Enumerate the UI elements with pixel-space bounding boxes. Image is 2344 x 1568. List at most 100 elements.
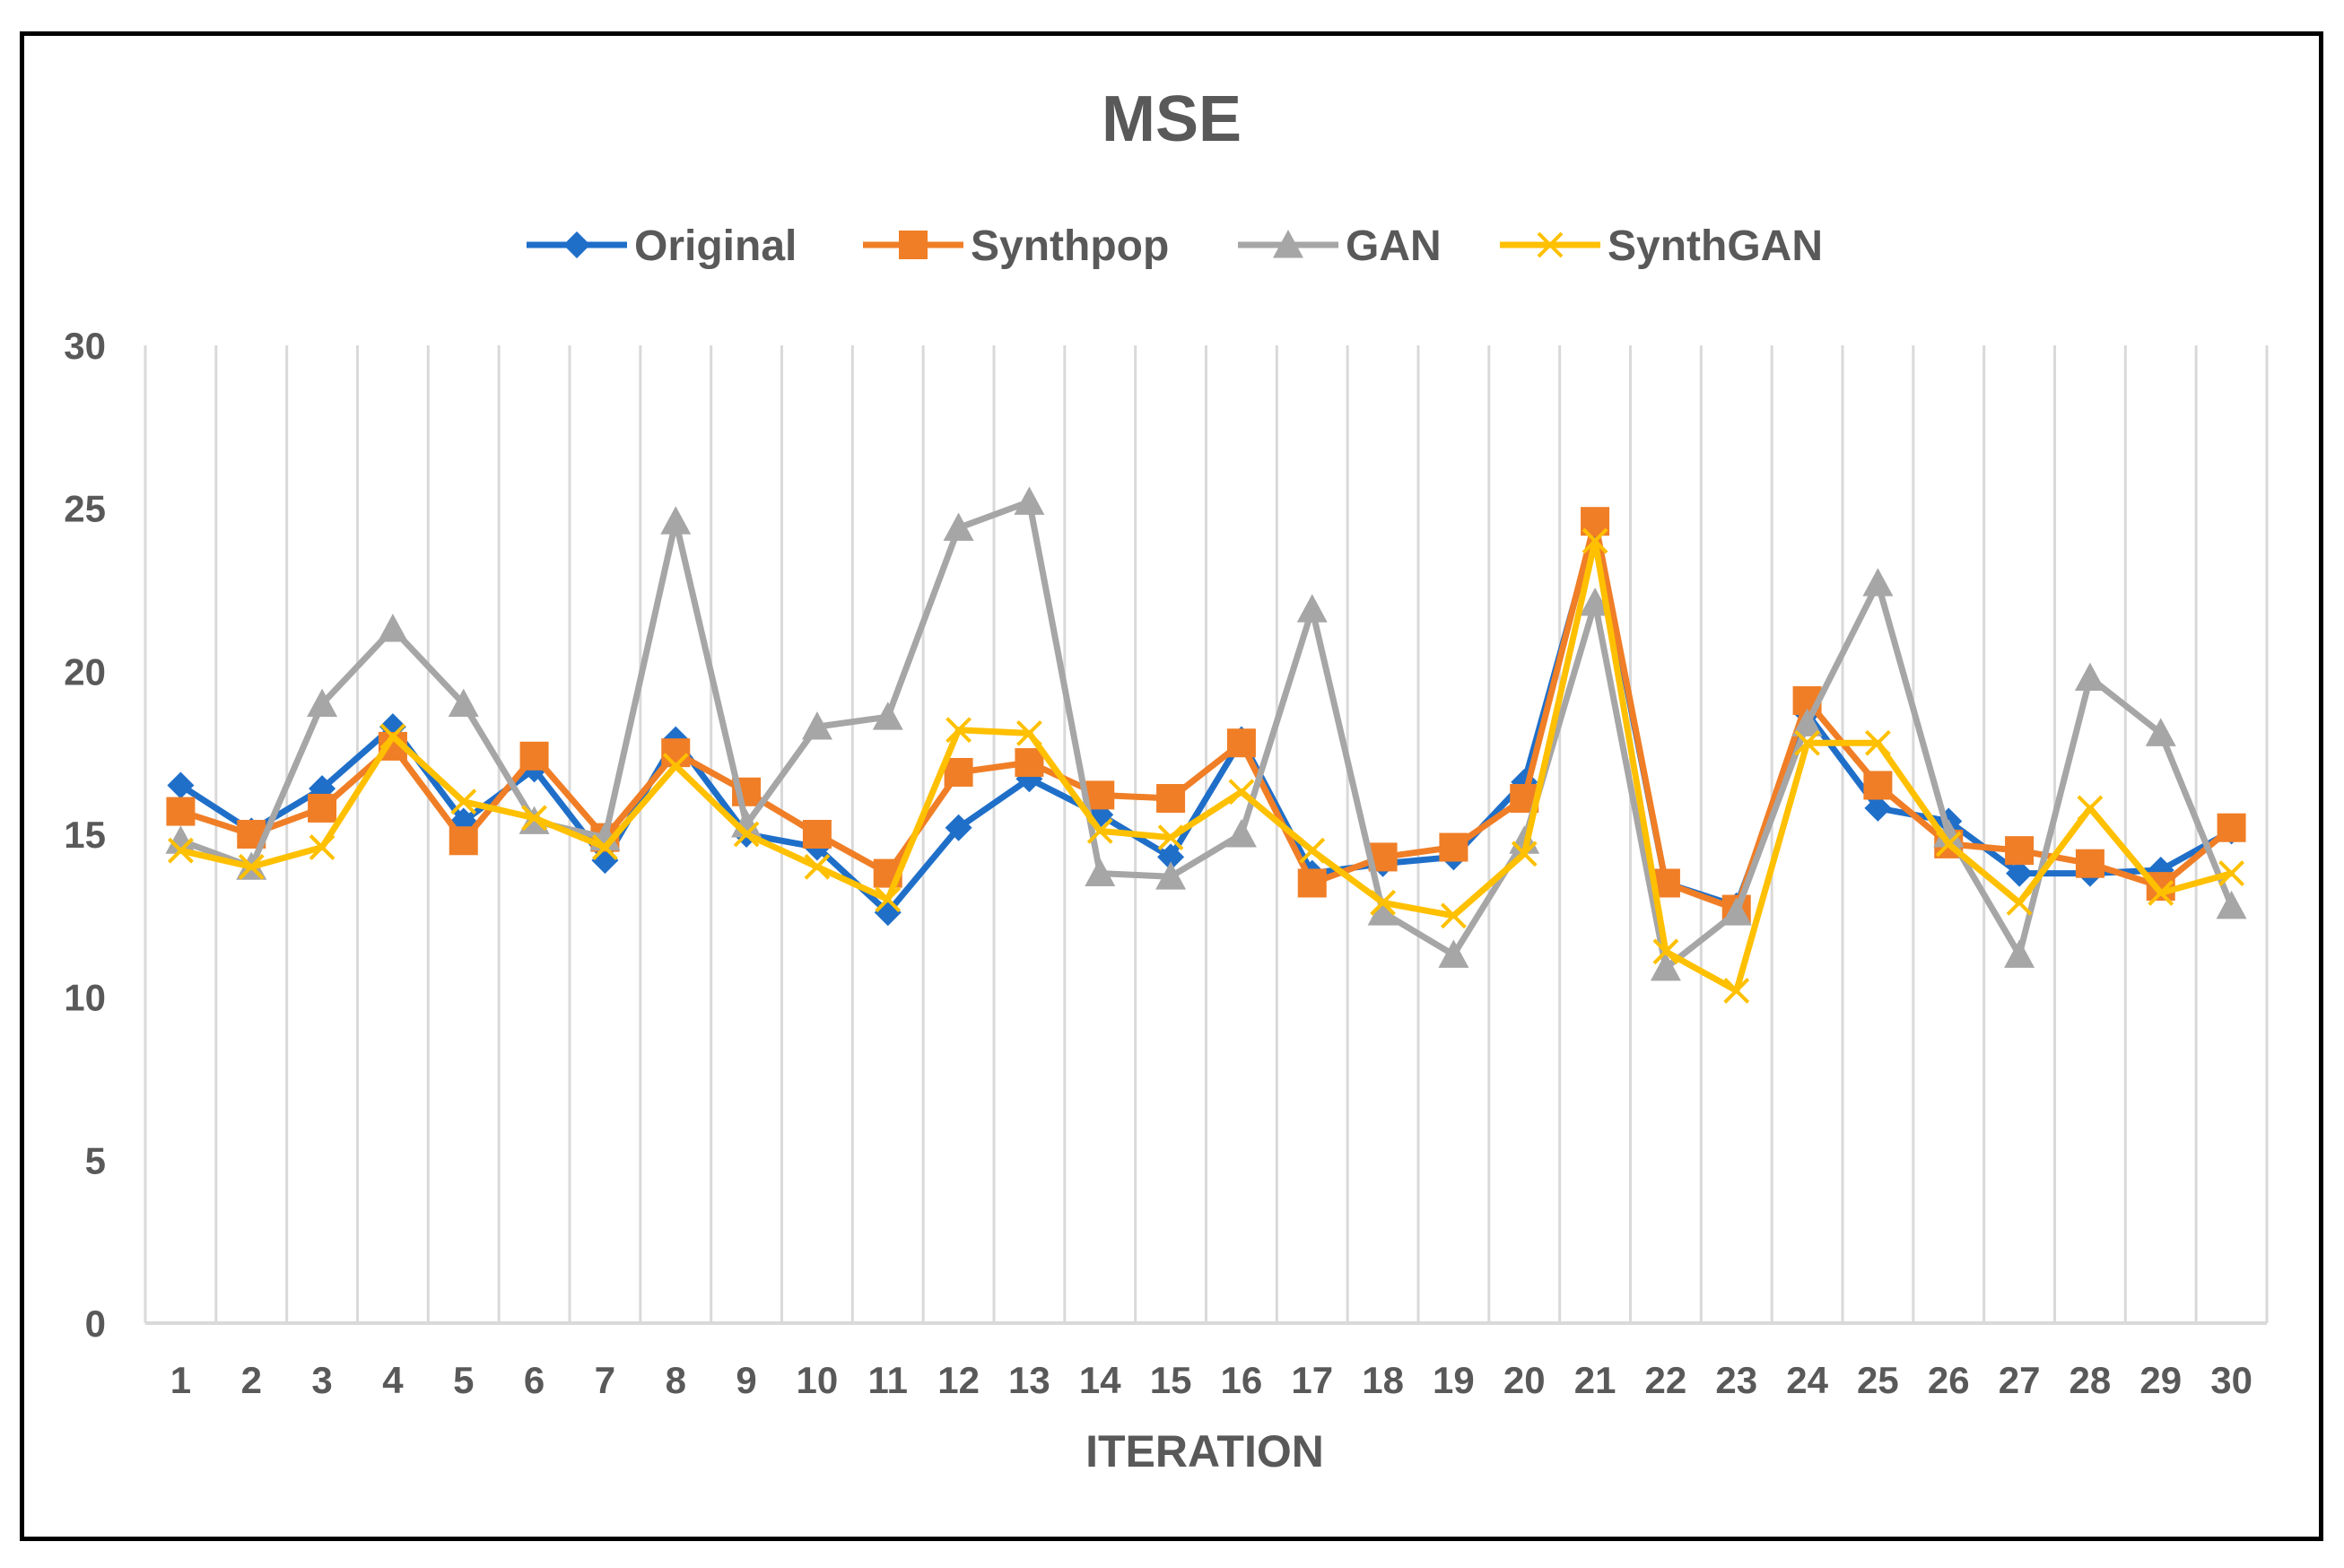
point-synthgan (1935, 831, 1962, 858)
x-tick-label: 25 (1857, 1359, 1899, 1401)
point-synthpop (308, 793, 337, 823)
point-synthpop (1863, 771, 1893, 800)
legend-marker (563, 231, 590, 258)
point-synthpop (1015, 748, 1044, 778)
point-gan (165, 825, 196, 854)
point-synthpop (1297, 868, 1327, 898)
x-tick-label: 8 (666, 1359, 686, 1401)
x-tick-label: 1 (170, 1359, 191, 1401)
legend-marker (1273, 230, 1303, 258)
x-tick-label: 4 (382, 1359, 404, 1401)
x-tick-label: 11 (868, 1359, 908, 1401)
point-gan (1791, 708, 1823, 736)
legend-item-synthpop: Synthpop (863, 222, 1169, 270)
point-synthgan (2006, 889, 2033, 916)
point-synthgan (1016, 719, 1042, 746)
point-synthpop (802, 820, 832, 849)
point-synthgan (1086, 817, 1113, 844)
point-synthgan (662, 753, 689, 780)
point-gan (1225, 819, 1257, 848)
legend-label: GAN (1346, 222, 1442, 270)
point-synthpop (1085, 780, 1115, 810)
point-gan (1438, 939, 1469, 968)
x-tick-label: 6 (524, 1359, 545, 1401)
legend-label: Original (634, 222, 797, 270)
line-synthgan (177, 537, 2235, 994)
point-synthgan (1228, 779, 1255, 806)
point-synthpop (2075, 849, 2104, 878)
point-gan (377, 614, 408, 642)
point-synthgan (1582, 527, 1608, 554)
point-synthgan (1723, 977, 1750, 1004)
point-synthpop (519, 741, 549, 771)
series-layer (165, 486, 2247, 1004)
y-tick-label: 15 (64, 814, 106, 856)
point-gan (801, 711, 832, 740)
y-tick-label: 5 (85, 1139, 106, 1181)
point-gan (2145, 718, 2176, 746)
point-gan (1580, 588, 1611, 616)
point-synthgan (379, 723, 406, 750)
x-tick-label: 26 (1928, 1359, 1970, 1401)
x-axis-ticks: 1 2 3 4 5 6 7 8 9 10 11 12 13 14 15 16 17 18 19 20 21 22 23 24 2… (170, 1359, 2253, 1401)
point-synthgan (168, 837, 194, 864)
point-original (1157, 843, 1185, 871)
x-tick-label: 12 (937, 1359, 980, 1401)
point-synthgan (804, 853, 831, 880)
x-tick-label: 27 (1999, 1359, 2041, 1401)
point-gan (2074, 662, 2105, 692)
x-tick-label: 5 (453, 1359, 474, 1401)
x-tick-label: 15 (1150, 1359, 1192, 1401)
point-gan (1014, 486, 1045, 515)
x-tick-label: 16 (1221, 1359, 1263, 1401)
x-tick-label: 30 (2210, 1359, 2253, 1401)
point-synthgan (875, 886, 902, 913)
point-synthgan (1441, 902, 1467, 929)
y-tick-label: 0 (85, 1302, 106, 1345)
x-tick-label: 13 (1008, 1359, 1050, 1401)
point-original (167, 771, 195, 799)
y-tick-label: 20 (64, 650, 106, 693)
point-gan (1367, 897, 1399, 926)
x-tick-label: 20 (1503, 1359, 1546, 1401)
x-tick-label: 24 (1786, 1359, 1828, 1401)
point-synthgan (1157, 824, 1184, 851)
point-synthgan (2148, 879, 2174, 906)
x-tick-label: 3 (311, 1359, 332, 1401)
point-synthgan (945, 717, 972, 744)
series-synthgan (168, 527, 2244, 1004)
point-gan (1862, 568, 1894, 597)
y-tick-label: 30 (64, 325, 106, 367)
point-gan (660, 506, 692, 535)
point-synthgan (1865, 729, 1891, 756)
grid-lines (144, 345, 2269, 1325)
x-tick-label: 7 (595, 1359, 615, 1401)
point-synthgan (450, 788, 477, 815)
x-tick-label: 14 (1079, 1359, 1121, 1401)
x-tick-label: 21 (1574, 1359, 1616, 1401)
x-tick-label: 18 (1362, 1359, 1404, 1401)
point-gan (872, 701, 903, 730)
point-gan (1296, 594, 1328, 623)
legend-marker (1537, 231, 1564, 258)
x-axis-label: ITERATION (1085, 1426, 1324, 1477)
x-tick-label: 2 (241, 1359, 262, 1401)
point-synthpop (166, 797, 196, 826)
point-gan (2216, 890, 2247, 919)
x-tick-label: 10 (797, 1359, 839, 1401)
point-synthgan (733, 821, 760, 848)
point-gan (307, 688, 338, 718)
point-gan (1155, 861, 1187, 890)
point-synthgan (1299, 837, 1326, 864)
x-tick-label: 22 (1645, 1359, 1687, 1401)
point-synthgan (521, 805, 547, 832)
x-tick-label: 28 (2070, 1359, 2112, 1401)
point-synthpop (449, 826, 478, 856)
x-tick-label: 23 (1715, 1359, 1757, 1401)
point-gan (1721, 897, 1752, 926)
point-gan (448, 688, 479, 718)
point-synthpop (661, 738, 691, 768)
point-synthpop (1226, 728, 1256, 758)
line-original (177, 524, 2235, 916)
